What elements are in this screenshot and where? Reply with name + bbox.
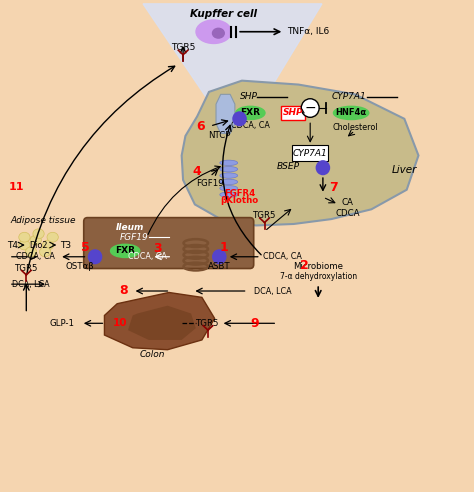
Text: T3: T3: [60, 241, 71, 249]
Text: Adipose tissue: Adipose tissue: [10, 216, 76, 225]
Ellipse shape: [220, 160, 237, 165]
Text: FGF19: FGF19: [196, 179, 224, 188]
Ellipse shape: [47, 232, 58, 242]
Text: 10: 10: [113, 318, 128, 328]
Text: Microbiome: Microbiome: [293, 262, 343, 271]
Circle shape: [233, 112, 246, 125]
Ellipse shape: [19, 240, 30, 250]
Text: CDCA, CA: CDCA, CA: [128, 252, 167, 261]
Circle shape: [316, 161, 329, 175]
Text: 5: 5: [81, 242, 90, 254]
Text: TGR5: TGR5: [253, 211, 276, 220]
Circle shape: [213, 250, 226, 264]
Text: NTCP: NTCP: [208, 131, 230, 140]
Text: GLP-1: GLP-1: [50, 319, 74, 328]
Ellipse shape: [39, 247, 51, 257]
Text: CDCA, CA: CDCA, CA: [231, 121, 270, 130]
Text: 6: 6: [196, 120, 205, 133]
Circle shape: [301, 99, 319, 117]
Ellipse shape: [220, 192, 237, 197]
Ellipse shape: [212, 29, 224, 38]
Text: CYP7A1: CYP7A1: [331, 92, 366, 101]
Text: DCA, LCA: DCA, LCA: [254, 286, 292, 296]
Polygon shape: [128, 306, 196, 340]
FancyBboxPatch shape: [292, 146, 328, 160]
Ellipse shape: [334, 106, 369, 120]
Text: 7: 7: [329, 181, 338, 194]
Text: TGR5: TGR5: [15, 264, 38, 273]
Text: 4: 4: [193, 165, 201, 178]
Text: βKlotho: βKlotho: [220, 196, 259, 206]
Text: FGFR4: FGFR4: [224, 188, 255, 198]
Text: FGF19: FGF19: [120, 233, 149, 242]
FancyBboxPatch shape: [281, 106, 305, 120]
Ellipse shape: [110, 245, 140, 257]
Text: BSEP: BSEP: [276, 162, 300, 171]
Text: Kupffer cell: Kupffer cell: [190, 9, 256, 19]
Ellipse shape: [30, 235, 41, 245]
Ellipse shape: [220, 179, 237, 184]
Text: OSTαβ: OSTαβ: [65, 262, 94, 271]
Ellipse shape: [236, 106, 265, 120]
Ellipse shape: [25, 247, 36, 257]
Text: CA
CDCA: CA CDCA: [336, 198, 360, 217]
Text: 1: 1: [219, 242, 228, 254]
Text: 8: 8: [119, 283, 128, 297]
Ellipse shape: [42, 240, 54, 250]
Text: SHP: SHP: [283, 108, 303, 118]
Text: CDCA, CA: CDCA, CA: [263, 252, 302, 261]
Ellipse shape: [220, 173, 237, 178]
Ellipse shape: [196, 20, 231, 43]
Text: CYP7A1: CYP7A1: [293, 149, 328, 157]
Text: FXR: FXR: [115, 246, 135, 255]
Ellipse shape: [220, 166, 237, 172]
Text: −: −: [304, 101, 316, 115]
Text: T4: T4: [7, 241, 18, 249]
Text: Ileum: Ileum: [116, 223, 144, 232]
Text: CDCA, CA: CDCA, CA: [16, 252, 55, 261]
Text: TGR5: TGR5: [196, 319, 220, 328]
Text: TGR5: TGR5: [171, 43, 195, 52]
Ellipse shape: [19, 232, 30, 242]
Polygon shape: [104, 292, 215, 350]
FancyBboxPatch shape: [84, 217, 254, 269]
Polygon shape: [182, 81, 419, 225]
Text: Dio2: Dio2: [29, 241, 48, 249]
Text: DCA, LCA: DCA, LCA: [12, 279, 50, 289]
Ellipse shape: [220, 185, 237, 191]
Text: Liver: Liver: [392, 165, 417, 175]
Ellipse shape: [33, 229, 44, 239]
Text: 7-α dehydroxylation: 7-α dehydroxylation: [280, 272, 357, 281]
Text: Colon: Colon: [140, 350, 165, 359]
Text: 2: 2: [300, 259, 309, 272]
Text: FXR: FXR: [240, 108, 260, 118]
Polygon shape: [216, 94, 235, 133]
Text: ASBT: ASBT: [208, 262, 231, 271]
Text: Cholesterol: Cholesterol: [332, 123, 378, 132]
Text: 9: 9: [251, 317, 259, 330]
Text: 3: 3: [153, 242, 162, 255]
Text: HNF4α: HNF4α: [336, 108, 367, 118]
Polygon shape: [143, 4, 322, 143]
Text: 11: 11: [9, 183, 25, 192]
Text: TNFα, IL6: TNFα, IL6: [287, 27, 329, 36]
Text: SHP: SHP: [239, 92, 257, 101]
Circle shape: [89, 250, 101, 264]
